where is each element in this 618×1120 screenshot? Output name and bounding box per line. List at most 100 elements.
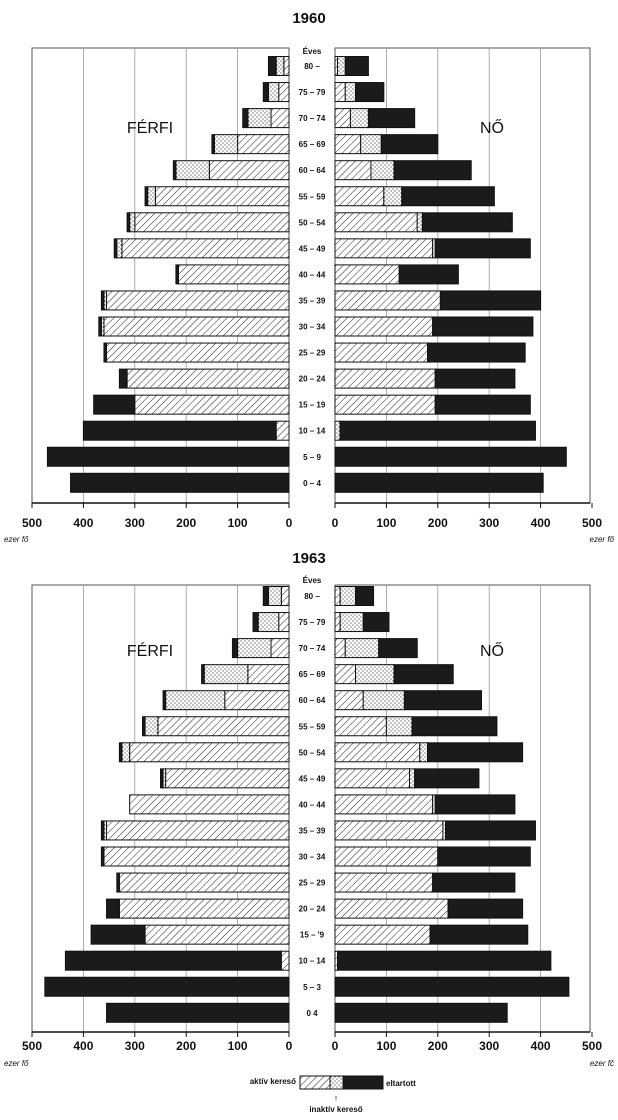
male-active-bar [144, 924, 290, 945]
female-inactive-bar [383, 186, 403, 207]
male-dependent-bar [231, 638, 239, 659]
male-dependent-bar [100, 846, 105, 867]
male-inactive-bar [175, 160, 210, 181]
male-dependent-bar [100, 290, 105, 311]
female-dependent-bar [432, 872, 516, 893]
female-dependent-bar [401, 186, 495, 207]
chart-1960: 1960 500 500 400 400 300 300 200 200 100 100 0 0 ezer… [4, 10, 615, 544]
female-active-bar [334, 368, 436, 389]
female-active-bar [334, 316, 434, 337]
female-x-tick-label: 200 [428, 1039, 448, 1053]
female-x-tick-label: 200 [428, 516, 448, 530]
female-inactive-bar [370, 160, 395, 181]
female-dependent-bar [403, 690, 482, 711]
age-group-label: 25 – 29 [299, 879, 326, 888]
male-active-bar [126, 368, 290, 389]
female-dependent-bar [434, 794, 516, 815]
male-active-bar [278, 82, 290, 103]
female-dependent-bar [434, 368, 516, 389]
female-x-tick-label: 500 [582, 1039, 602, 1053]
female-dependent-bar [434, 238, 531, 259]
age-group-label: 30 – 34 [299, 323, 326, 332]
female-dependent-bar [429, 924, 529, 945]
age-group-label: 30 – 34 [299, 853, 326, 862]
female-active-bar [334, 872, 434, 893]
male-dependent-bar [118, 368, 128, 389]
male-dependent-bar [70, 472, 290, 493]
male-dependent-bar [201, 664, 205, 685]
female-dependent-bar [437, 846, 531, 867]
male-label: FÉRFI [127, 641, 173, 660]
female-active-bar [334, 134, 362, 155]
male-active-bar [280, 950, 290, 971]
male-dependent-bar [106, 1002, 290, 1023]
male-dependent-bar [142, 716, 146, 737]
age-group-label: 40 – 44 [299, 270, 326, 279]
age-header: Éves [303, 47, 322, 56]
male-active-bar [103, 316, 290, 337]
female-unit-label: ezer fč [590, 1059, 614, 1068]
female-active-bar [334, 290, 441, 311]
female-x-tick-label: 300 [479, 516, 499, 530]
age-group-label: 55 – 59 [299, 192, 326, 201]
male-dependent-bar [252, 612, 259, 633]
female-dependent-bar [362, 612, 390, 633]
age-group-label: 35 – 39 [299, 296, 326, 305]
female-inactive-bar [416, 212, 423, 233]
male-inactive-bar [203, 664, 249, 685]
male-active-bar [270, 108, 290, 129]
female-dependent-bar [339, 420, 536, 441]
chart-1963: 1963 500 500 400 400 300 300 200 200 100 100 0 0 ezer… [4, 550, 614, 1068]
female-active-bar [334, 690, 364, 711]
male-inactive-bar [147, 186, 156, 207]
age-group-label: 50 – 54 [299, 218, 326, 227]
age-group-label: 45 – 49 [299, 774, 326, 783]
male-active-bar [224, 690, 290, 711]
female-active-bar [334, 264, 400, 285]
male-active-bar [106, 342, 290, 363]
female-dependent-bar [367, 108, 416, 129]
female-dependent-bar [427, 342, 526, 363]
male-dependent-bar [262, 82, 269, 103]
female-active-bar [334, 742, 421, 763]
age-group-label: 25 – 29 [299, 349, 326, 358]
legend-arrow: ↑ [334, 1093, 339, 1103]
female-inactive-bar [339, 586, 357, 606]
female-inactive-bar [409, 768, 416, 789]
male-dependent-bar [103, 342, 108, 363]
male-active-bar [106, 820, 290, 841]
female-x-tick-label: 300 [479, 1039, 499, 1053]
male-x-tick-label: 300 [125, 516, 145, 530]
male-active-bar [278, 612, 290, 633]
female-active-bar [334, 82, 346, 103]
female-inactive-bar [360, 134, 382, 155]
male-active-bar [121, 238, 290, 259]
female-dependent-bar [398, 264, 459, 285]
male-dependent-bar [211, 134, 215, 155]
female-active-bar [334, 108, 351, 129]
male-inactive-bar [237, 638, 272, 659]
male-inactive-bar [129, 212, 136, 233]
male-active-bar [118, 898, 290, 919]
female-dependent-bar [393, 160, 472, 181]
male-active-bar [280, 586, 290, 606]
age-group-label: 10 – 14 [299, 957, 326, 966]
female-active-bar [334, 898, 449, 919]
female-inactive-bar [349, 108, 369, 129]
male-active-bar [270, 638, 290, 659]
male-active-bar [103, 846, 290, 867]
age-group-label: 45 – 49 [299, 244, 326, 253]
female-active-bar [334, 820, 444, 841]
age-group-label: 50 – 54 [299, 748, 326, 757]
female-active-bar [334, 664, 357, 685]
male-dependent-bar [118, 742, 123, 763]
male-x-tick-label: 100 [228, 1039, 248, 1053]
male-dependent-bar [93, 394, 136, 415]
female-unit-label: ezer fő [590, 535, 615, 544]
age-group-label: 20 – 24 [299, 905, 326, 914]
female-inactive-bar [339, 612, 364, 633]
male-dependent-bar [44, 976, 290, 997]
age-group-label: 60 – 64 [299, 166, 326, 175]
legend-inactive-label: inaktív kereső [309, 1105, 362, 1114]
male-dependent-bar [144, 186, 149, 207]
